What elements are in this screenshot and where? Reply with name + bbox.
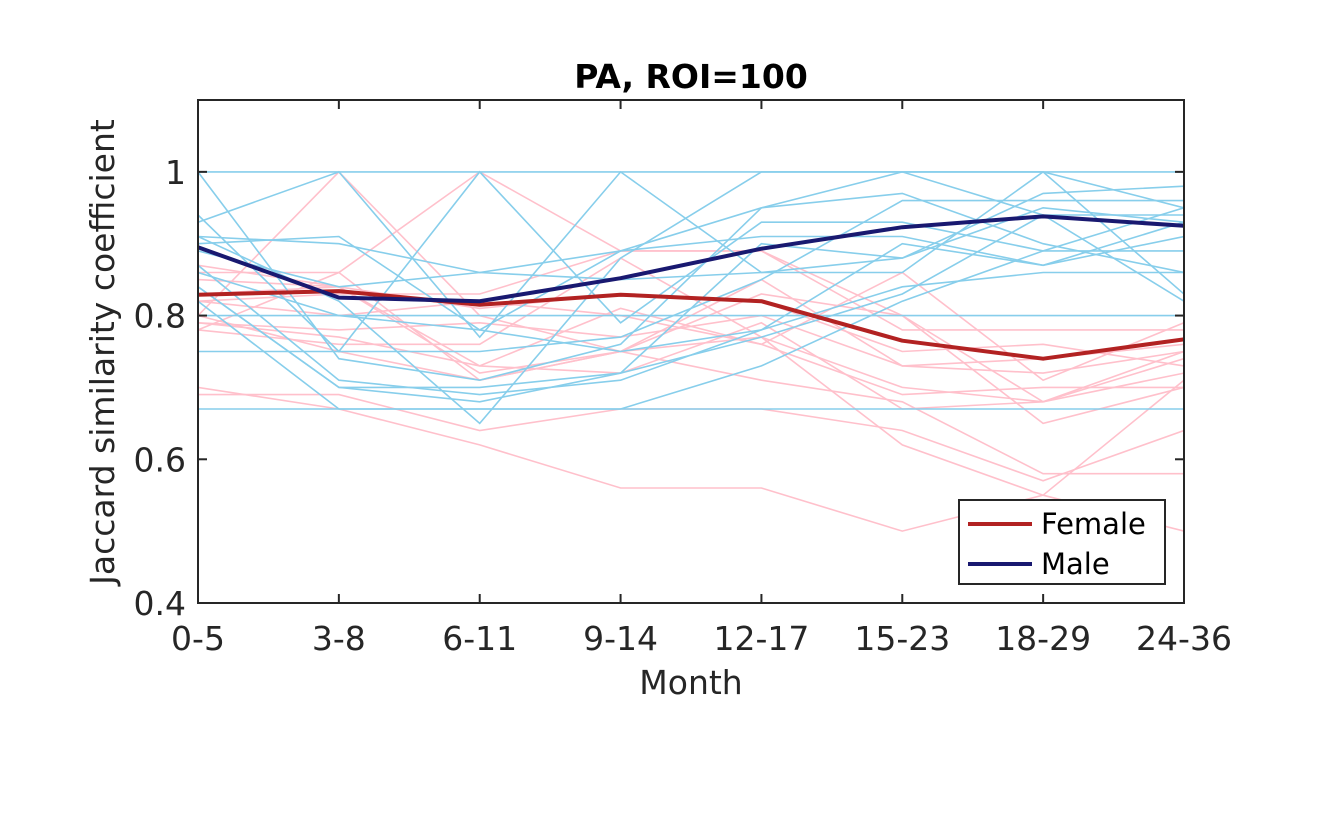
female-individual-line bbox=[198, 321, 1184, 410]
x-tick-label: 9-14 bbox=[583, 619, 658, 658]
male-individual-line bbox=[198, 271, 1184, 353]
female-individual-line bbox=[198, 285, 1184, 403]
legend-label-female: Female bbox=[1041, 507, 1146, 541]
male-individual-line bbox=[198, 170, 1184, 339]
x-tick-label: 24-36 bbox=[1136, 619, 1232, 658]
female-individual-line bbox=[198, 170, 1184, 403]
male-individual-line bbox=[198, 221, 1184, 274]
legend: Female Male bbox=[958, 499, 1166, 585]
chart-title: PA, ROI=100 bbox=[574, 57, 808, 96]
legend-box bbox=[958, 499, 1166, 585]
y-tick-label: 0.6 bbox=[134, 440, 186, 479]
male-individual-line bbox=[198, 171, 1184, 425]
y-axis-label: Jaccard similarity coefficient bbox=[83, 119, 122, 587]
female-mean-line bbox=[198, 289, 1184, 361]
legend-label-male: Male bbox=[1041, 547, 1110, 581]
female-individual-line bbox=[198, 314, 1184, 367]
male-individual-line bbox=[198, 235, 1184, 396]
x-tick-label: 6-11 bbox=[442, 619, 517, 658]
male-mean-line bbox=[198, 214, 1184, 304]
male-individual-line bbox=[198, 185, 1184, 403]
axes-box bbox=[197, 99, 1185, 604]
x-tick-label: 18-29 bbox=[995, 619, 1091, 658]
x-tick-label: 12-17 bbox=[713, 619, 809, 658]
female-individual-line bbox=[198, 300, 1184, 396]
male-individual-line bbox=[198, 206, 1184, 288]
x-tick-label: 0-5 bbox=[171, 619, 225, 658]
x-tick-label: 15-23 bbox=[854, 619, 950, 658]
y-tick-label: 1 bbox=[165, 153, 186, 192]
female-individual-line bbox=[198, 314, 1184, 475]
y-axis-ticks: 0.4 0.6 0.8 1 bbox=[134, 153, 1184, 623]
y-tick-label: 0.4 bbox=[134, 584, 186, 623]
x-tick-label: 3-8 bbox=[312, 619, 366, 658]
plot-area bbox=[197, 99, 1185, 604]
x-axis-ticks: 0-5 3-8 6-11 9-14 12-17 15-23 18-29 24-36 bbox=[171, 100, 1232, 658]
y-tick-label: 0.8 bbox=[134, 297, 186, 336]
male-individual-line bbox=[198, 192, 1184, 331]
x-axis-label: Month bbox=[639, 663, 742, 702]
